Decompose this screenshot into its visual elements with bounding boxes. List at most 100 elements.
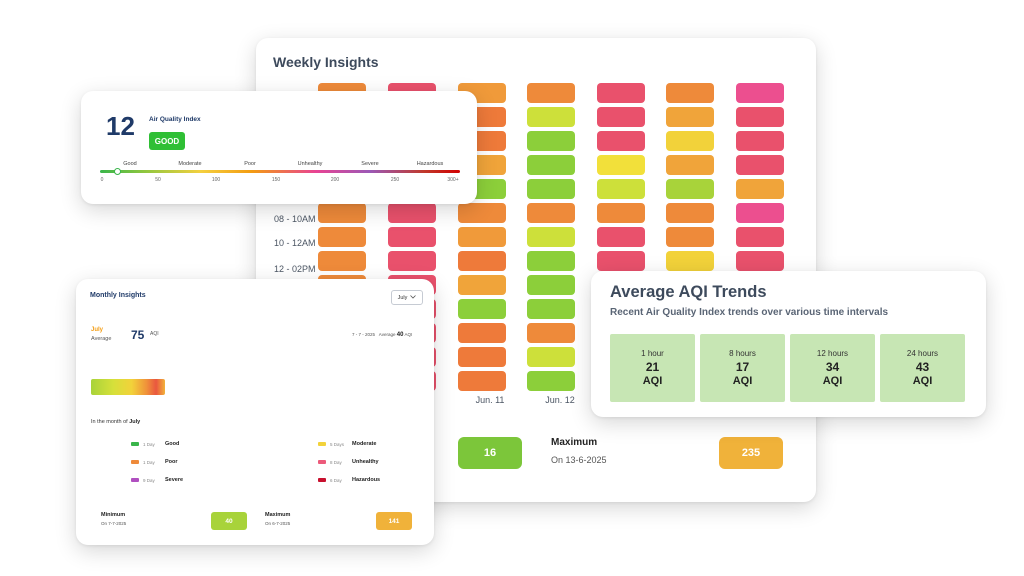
in-month-prefix: In the month of xyxy=(91,419,128,425)
date-label: Jun. 12 xyxy=(545,395,575,405)
heatmap-cell xyxy=(458,323,506,343)
trend-value: 34 xyxy=(825,360,840,374)
heatmap-cell xyxy=(458,347,506,367)
heatmap-cell xyxy=(527,107,575,127)
heatmap-cell xyxy=(597,131,645,151)
scale-tick: 150 xyxy=(271,177,281,183)
trend-value: 17 xyxy=(735,360,750,374)
legend-name: Severe xyxy=(165,477,184,483)
weekly-maximum-badge: 235 xyxy=(719,437,783,469)
trend-value: 43 xyxy=(915,360,930,374)
heatmap-cell xyxy=(458,275,506,295)
trends-subtitle: Recent Air Quality Index trends over var… xyxy=(610,307,889,318)
monthly-minimum-date: On 7-7-2025 xyxy=(101,521,127,526)
trend-box-24-hours: 24 hours 43 AQI xyxy=(880,334,965,402)
heatmap-cell xyxy=(527,155,575,175)
legend-name: Poor xyxy=(165,459,178,465)
air-quality-card: 12 Air Quality Index GOOD Good Moderate … xyxy=(81,91,477,204)
trend-interval: 12 hours xyxy=(816,349,849,358)
trend-unit: AQI xyxy=(912,375,933,387)
heatmap-cell xyxy=(666,251,714,271)
heatmap-cell xyxy=(527,347,575,367)
range-unit: AQI xyxy=(404,332,413,337)
legend-name: Unhealthy xyxy=(352,459,379,465)
weekly-maximum-date: On 13-6-2025 xyxy=(551,455,607,465)
weekly-minimum-badge: 16 xyxy=(458,437,522,469)
legend-swatch xyxy=(131,478,139,482)
heatmap-cell xyxy=(458,227,506,247)
chevron-down-icon xyxy=(410,294,417,301)
trends-title: Average AQI Trends xyxy=(610,283,767,301)
legend-item: 6 Day Hazardous xyxy=(318,477,380,483)
scale-category: Unhealthy xyxy=(297,161,323,167)
heatmap-cell xyxy=(388,251,436,271)
aqi-scale-bar xyxy=(100,170,460,173)
heatmap-cell xyxy=(318,203,366,223)
legend-item: 9 Day Severe xyxy=(131,477,183,483)
weekly-maximum-label: Maximum xyxy=(551,437,598,448)
heatmap-cell xyxy=(666,203,714,223)
heatmap-cell xyxy=(527,83,575,103)
month-select[interactable]: July xyxy=(391,290,423,305)
monthly-range-summary: 7 - 7 - 2025 Average 40 AQI xyxy=(352,332,412,338)
heatmap-column xyxy=(458,83,506,395)
trend-unit: AQI xyxy=(642,375,663,387)
heatmap-cell xyxy=(597,251,645,271)
time-label: 10 - 12AM xyxy=(274,238,316,248)
scale-tick: 300+ xyxy=(447,177,459,183)
trend-box-8-hours: 8 hours 17 AQI xyxy=(700,334,785,402)
legend-name: Hazardous xyxy=(352,477,381,483)
heatmap-cell xyxy=(597,203,645,223)
heatmap-cell xyxy=(527,131,575,151)
trend-box-12-hours: 12 hours 34 AQI xyxy=(790,334,875,402)
scale-tick: 250 xyxy=(390,177,400,183)
scale-tick: 200 xyxy=(330,177,340,183)
legend-days: 5 Days xyxy=(330,441,345,447)
heatmap-cell xyxy=(388,227,436,247)
heatmap-cell xyxy=(736,83,784,103)
trend-unit: AQI xyxy=(732,375,753,387)
scale-category: Severe xyxy=(361,161,379,167)
legend-swatch xyxy=(318,478,326,482)
heatmap-cell xyxy=(597,227,645,247)
aqi-trends-card: Average AQI Trends Recent Air Quality In… xyxy=(591,271,986,417)
heatmap-cell xyxy=(527,227,575,247)
monthly-in-month: In the month of July xyxy=(91,419,140,425)
scale-tick: 100 xyxy=(211,177,221,183)
trend-interval: 1 hour xyxy=(641,349,664,358)
monthly-minimum-label: Minimum xyxy=(101,512,126,518)
monthly-maximum-badge: 141 xyxy=(376,512,412,530)
heatmap-cell xyxy=(666,179,714,199)
heatmap-cell xyxy=(527,299,575,319)
scale-tick: 50 xyxy=(155,177,161,183)
time-label: 08 - 10AM xyxy=(274,214,316,224)
scale-category: Poor xyxy=(244,161,256,167)
monthly-maximum-label: Maximum xyxy=(265,512,291,518)
scale-category: Moderate xyxy=(178,161,202,167)
heatmap-cell xyxy=(318,251,366,271)
scale-category: Good xyxy=(123,161,137,167)
monthly-gradient-bar xyxy=(91,379,165,395)
heatmap-cell xyxy=(666,107,714,127)
heatmap-column xyxy=(527,83,575,395)
heatmap-cell xyxy=(597,179,645,199)
heatmap-cell xyxy=(527,179,575,199)
legend-item: 5 Days Moderate xyxy=(318,441,376,447)
heatmap-cell xyxy=(458,203,506,223)
legend-days: 8 Day xyxy=(330,459,342,465)
legend-item: 1 Day Good xyxy=(131,441,179,447)
heatmap-cell xyxy=(736,131,784,151)
range-date: 7 - 7 - 2025 xyxy=(352,332,376,337)
scale-tick: 0 xyxy=(100,177,104,183)
heatmap-cell xyxy=(527,275,575,295)
aqi-value: 12 xyxy=(106,111,135,141)
time-label: 12 - 02PM xyxy=(274,264,316,274)
heatmap-cell xyxy=(666,155,714,175)
heatmap-column xyxy=(666,83,714,275)
heatmap-column xyxy=(736,83,784,275)
heatmap-cell xyxy=(318,227,366,247)
monthly-average-value: 75 xyxy=(131,328,145,342)
heatmap-cell xyxy=(458,251,506,271)
trend-interval: 24 hours xyxy=(906,349,939,358)
legend-days: 9 Day xyxy=(143,477,155,483)
